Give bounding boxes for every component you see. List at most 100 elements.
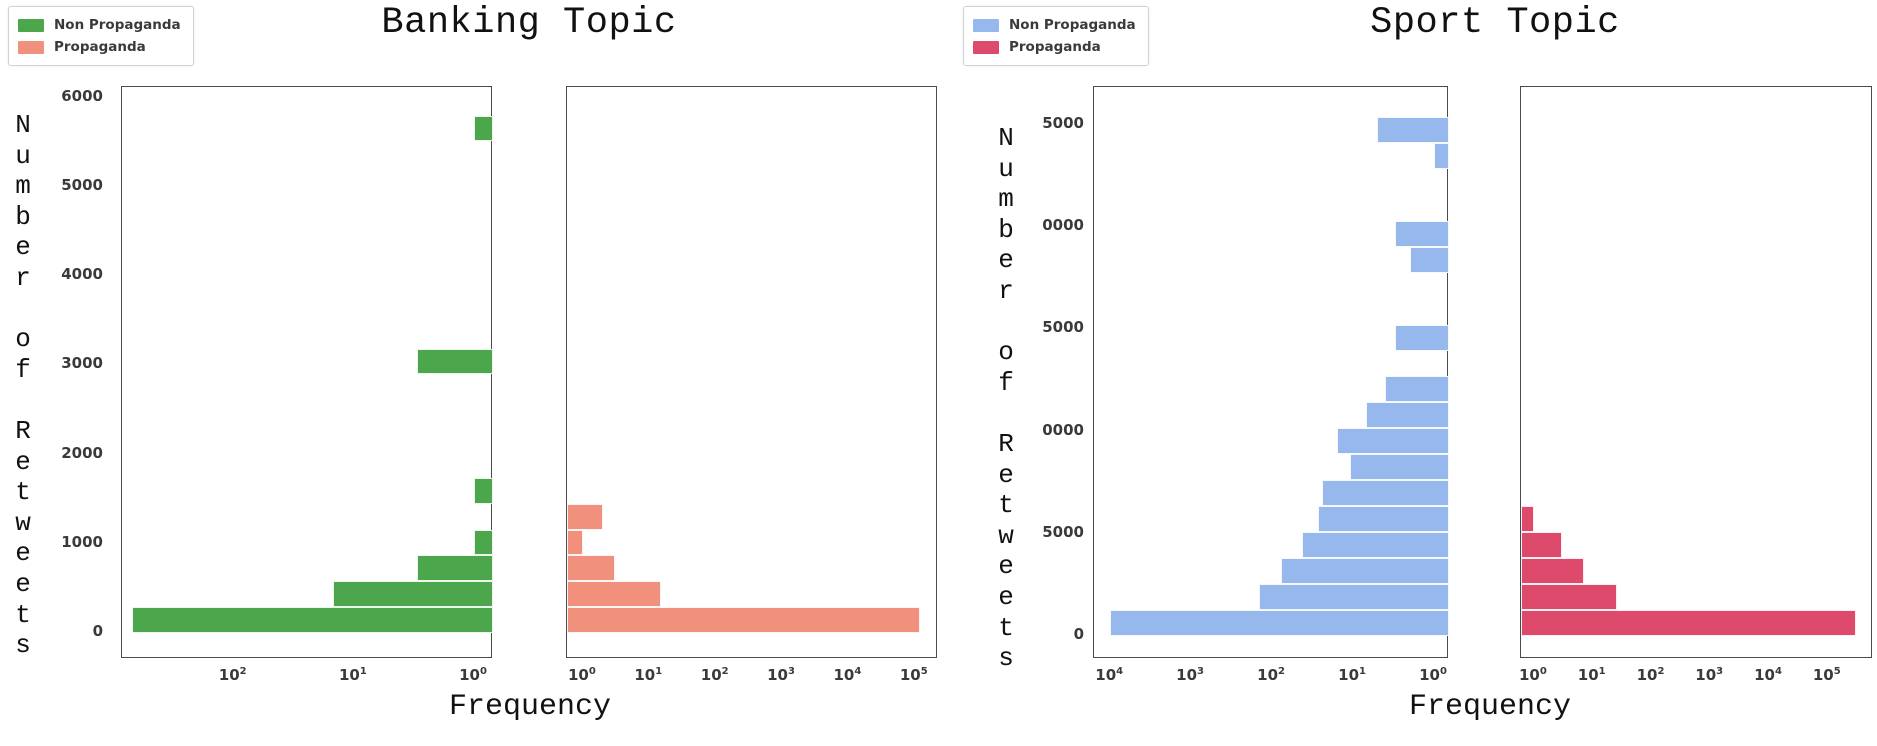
y-tick-label: 1000 xyxy=(61,532,103,551)
histogram-bar xyxy=(567,555,615,582)
legend-swatch-green xyxy=(18,18,44,32)
x-tick-label: 101 xyxy=(1338,666,1367,684)
histogram-bar xyxy=(1521,610,1856,636)
legend-item-non-propaganda: Non Propaganda xyxy=(18,14,181,36)
x-tick-label: 103 xyxy=(1176,666,1205,684)
sport-x-axis-label: Frequency xyxy=(1408,690,1572,724)
histogram-bar xyxy=(1395,324,1449,351)
x-tick-label: 101 xyxy=(1577,666,1606,684)
y-axis-label-letter: N xyxy=(998,123,1014,153)
histogram-bar xyxy=(567,503,603,530)
x-tick-label: 100 xyxy=(459,666,487,684)
y-axis-label-letter: u xyxy=(998,153,1014,184)
legend-label: Non Propaganda xyxy=(54,17,181,33)
y-axis-label-letter: m xyxy=(15,171,31,202)
y-axis-label-letter: e xyxy=(998,581,1014,612)
histogram-bar xyxy=(1377,116,1449,143)
y-tick-label: 5000 xyxy=(1042,522,1084,541)
y-tick-label: 0 xyxy=(1073,625,1084,643)
y-axis-label-letter: e xyxy=(998,245,1014,276)
histogram-bar xyxy=(1349,454,1449,481)
y-axis-label-letter: R xyxy=(15,415,31,446)
y-axis-label-letter: e xyxy=(15,538,31,569)
legend-item-propaganda: Propaganda xyxy=(18,36,181,58)
y-axis-label-letter: t xyxy=(998,490,1014,521)
y-axis-label-letter: m xyxy=(998,184,1014,215)
x-tick-label: 102 xyxy=(218,666,247,684)
x-tick-label: 103 xyxy=(1695,666,1724,684)
histogram-bar xyxy=(1521,584,1618,611)
y-axis-label-letter xyxy=(8,385,38,416)
sport-propaganda-plot-area xyxy=(1520,86,1872,658)
y-tick-label: 5000 xyxy=(1042,114,1084,132)
histogram-bar xyxy=(567,607,920,634)
sport-chart-title: Sport Topic xyxy=(1370,2,1620,44)
y-axis-label-letter: w xyxy=(998,520,1014,551)
y-axis-label-letter: s xyxy=(998,643,1014,674)
histogram-bar xyxy=(1336,428,1449,455)
y-tick-label: 0000 xyxy=(1042,420,1084,439)
histogram-bar xyxy=(1281,558,1449,585)
y-axis-label-letter: o xyxy=(15,324,31,355)
x-tick-label: 102 xyxy=(1636,666,1665,684)
y-tick-label: 5000 xyxy=(1042,318,1084,337)
legend-sport: Non Propaganda Propaganda xyxy=(963,6,1149,66)
banking-chart-title: Banking Topic xyxy=(381,2,677,44)
histogram-bar xyxy=(416,555,493,582)
y-axis-label-letter: u xyxy=(15,140,31,171)
y-axis-label-letter: e xyxy=(15,232,31,263)
y-axis-label-letter: t xyxy=(15,477,31,508)
y-axis-label-letter: t xyxy=(998,612,1014,643)
histogram-bar xyxy=(1385,376,1449,403)
y-tick-label: 3000 xyxy=(61,354,103,373)
histogram-bar xyxy=(132,607,493,634)
banking-x-axis-label: Frequency xyxy=(448,690,612,724)
legend-swatch-blue xyxy=(973,18,999,32)
histogram-bar xyxy=(474,115,493,142)
histogram-bar xyxy=(1318,506,1449,533)
y-axis-label-letter: e xyxy=(15,446,31,477)
y-axis-label-letter xyxy=(8,294,38,325)
legend-swatch-crimson xyxy=(973,40,999,54)
y-axis-label-letter: N xyxy=(15,110,31,140)
y-tick-label: 4000 xyxy=(61,265,103,284)
histogram-bar xyxy=(1259,584,1449,611)
x-tick-label: 104 xyxy=(1754,666,1782,684)
histogram-bar xyxy=(567,581,661,608)
histogram-bar xyxy=(1322,480,1449,507)
y-axis-label-letter: r xyxy=(15,262,31,293)
histogram-bar xyxy=(474,477,493,504)
banking-propaganda-plot-area xyxy=(566,86,937,658)
x-tick-label: 104 xyxy=(1095,666,1124,684)
legend-label: Non Propaganda xyxy=(1009,17,1136,33)
histogram-bar xyxy=(1301,532,1449,559)
legend-item-non-propaganda: Non Propaganda xyxy=(973,14,1136,36)
y-axis-label-letter: r xyxy=(998,275,1014,306)
histogram-bar xyxy=(1395,220,1449,247)
legend-swatch-salmon xyxy=(18,40,44,54)
banking-non-propaganda-plot-area xyxy=(121,86,493,658)
x-tick-label: 101 xyxy=(634,666,663,684)
y-axis-label-letter: R xyxy=(998,428,1014,459)
y-axis-label-letter: f xyxy=(15,354,31,385)
y-axis-label-letter: e xyxy=(998,551,1014,582)
x-tick-label: 101 xyxy=(338,666,367,684)
y-axis-label-letter: b xyxy=(15,201,31,232)
x-tick-label: 100 xyxy=(1518,666,1547,684)
histogram-bar xyxy=(332,581,493,608)
y-axis-label-letter: b xyxy=(998,214,1014,245)
y-axis-label-letter: e xyxy=(15,568,31,599)
y-axis-label-letter: f xyxy=(998,367,1014,398)
y-tick-label: 0000 xyxy=(1042,216,1084,235)
histogram-bar xyxy=(474,529,493,556)
histogram-bar xyxy=(1434,142,1449,169)
y-axis-label-letter: o xyxy=(998,337,1014,368)
legend-banking: Non Propaganda Propaganda xyxy=(8,6,194,66)
x-tick-label: 105 xyxy=(1812,666,1841,684)
sport-non-propaganda-plot-area xyxy=(1093,86,1449,658)
x-tick-label: 103 xyxy=(767,666,795,684)
y-tick-label: 5000 xyxy=(61,176,103,194)
